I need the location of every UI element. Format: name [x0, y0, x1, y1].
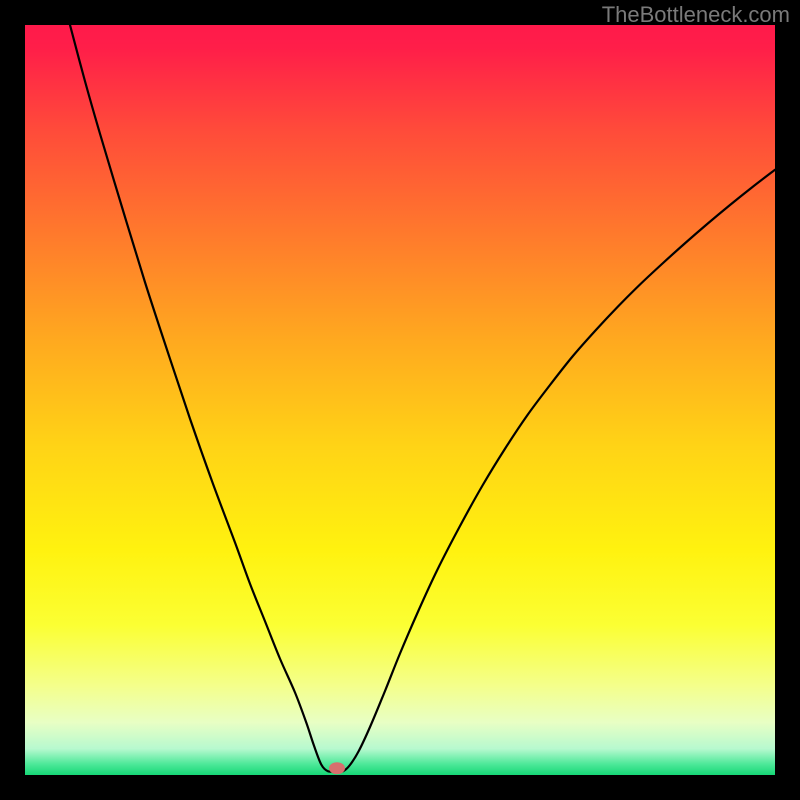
minimum-marker	[25, 25, 775, 775]
watermark-text: TheBottleneck.com	[602, 2, 790, 28]
plot-area	[25, 25, 775, 775]
